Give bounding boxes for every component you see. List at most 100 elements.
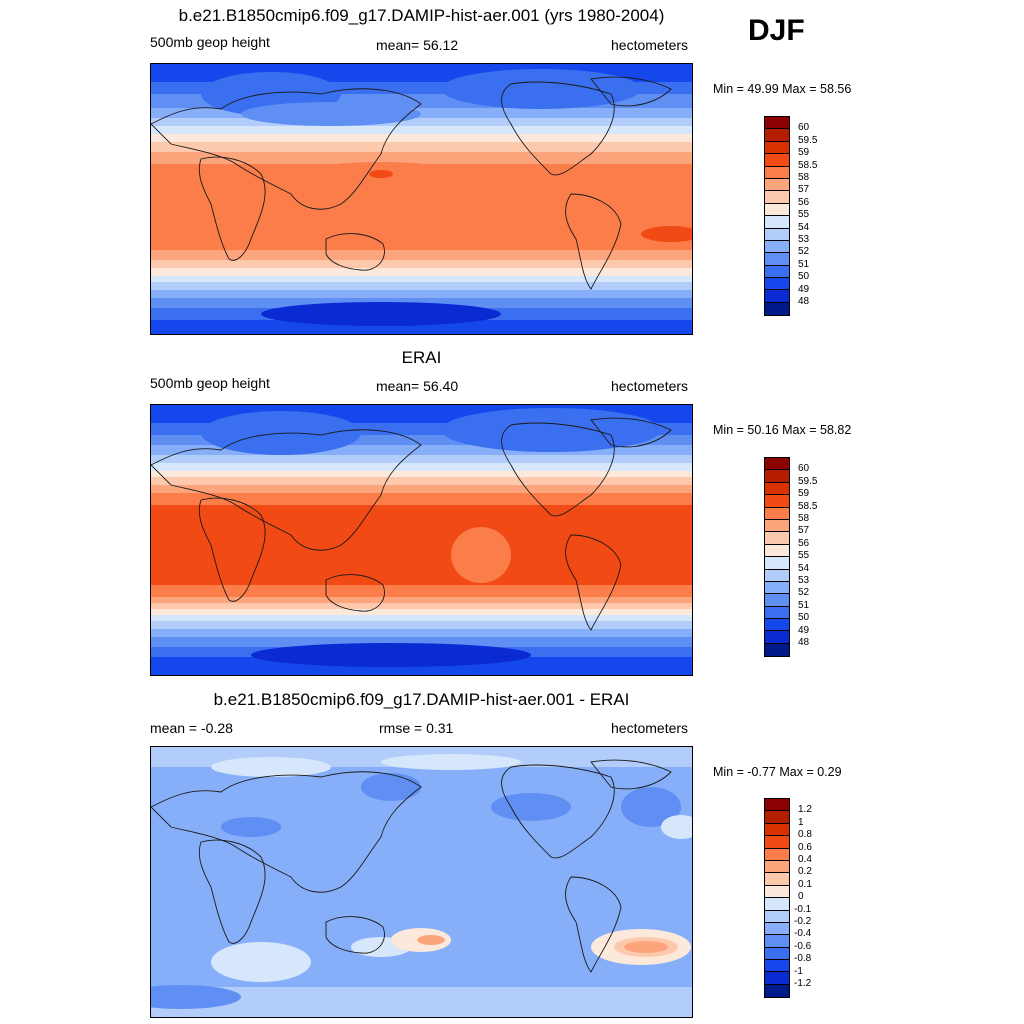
colorbar-swatch — [765, 569, 789, 582]
coastline — [565, 193, 622, 290]
colorbar-tick-label: -1 — [794, 965, 803, 977]
contour-band — [151, 250, 692, 260]
colorbar-tick-label: -0.1 — [794, 903, 812, 915]
panel-2-minmax: Min = 50.16 Max = 58.82 — [713, 423, 852, 437]
colorbar-swatch — [765, 240, 789, 254]
colorbar-swatch — [765, 631, 789, 644]
contour-band — [151, 463, 692, 471]
contour-band — [151, 290, 692, 298]
colorbar-swatch — [765, 935, 789, 948]
panel-2-mean-label: mean= 56.40 — [376, 378, 459, 394]
colorbar-swatch — [765, 972, 789, 985]
contour-region — [261, 302, 501, 326]
colorbar-tick-label: 51 — [798, 258, 810, 270]
colorbar-swatch — [765, 482, 789, 496]
contour-region — [661, 815, 692, 839]
colorbar-swatch — [765, 228, 789, 241]
colorbar-tick-label: -0.4 — [794, 928, 812, 940]
coastline — [501, 422, 615, 517]
colorbar-swatch — [765, 799, 789, 812]
contour-region — [441, 69, 641, 109]
colorbar-tick-label: 50 — [798, 271, 810, 283]
colorbar-swatch — [765, 129, 789, 142]
panel-3-mean-label: mean = -0.28 — [150, 720, 233, 736]
colorbar-swatch — [765, 544, 789, 558]
colorbar-tick-label: 55 — [798, 209, 810, 221]
colorbar-swatch — [765, 290, 789, 303]
panel-3-rmse-label: rmse = 0.31 — [379, 720, 454, 736]
colorbar-tick-label: -0.2 — [794, 916, 812, 927]
contour-band — [151, 445, 692, 455]
contour-region — [151, 985, 241, 1009]
panel-3-map — [150, 746, 693, 1018]
colorbar-swatch — [765, 848, 789, 861]
colorbar-tick-label: 59.5 — [798, 475, 818, 487]
colorbar-swatch — [765, 532, 789, 545]
contour-band — [151, 597, 692, 603]
contour-region — [251, 643, 531, 667]
coastline — [501, 81, 615, 176]
coastline — [590, 759, 672, 790]
coastline — [325, 916, 385, 954]
contour-band — [151, 435, 692, 445]
colorbar-tick-label: 54 — [798, 562, 810, 574]
contour-band — [151, 108, 692, 118]
panel-1-minmax: Min = 49.99 Max = 58.56 — [713, 82, 852, 96]
contour-band — [151, 320, 692, 334]
colorbar-tick-label: 59.5 — [798, 134, 818, 146]
contour-band — [151, 152, 692, 164]
contour-region — [211, 942, 311, 982]
panel-3-colorbar — [764, 798, 790, 999]
contour-region — [369, 170, 393, 178]
coastline — [325, 574, 385, 612]
colorbar-swatch — [765, 557, 789, 570]
panel-1-colorbar — [764, 116, 790, 317]
coastline — [198, 839, 266, 944]
coastline — [151, 88, 422, 210]
colorbar-tick-label: 0.2 — [798, 866, 812, 878]
colorbar-swatch — [765, 619, 789, 632]
colorbar-tick-label: -1.2 — [794, 978, 812, 989]
colorbar-swatch — [765, 606, 789, 620]
colorbar-swatch — [765, 922, 789, 936]
contour-band — [151, 505, 692, 585]
contour-band — [151, 260, 692, 268]
contour-band — [151, 471, 692, 477]
colorbar-tick-label: 1 — [798, 816, 804, 828]
colorbar-swatch — [765, 178, 789, 192]
coastline — [590, 76, 672, 107]
coastline — [325, 233, 385, 271]
colorbar-swatch — [765, 507, 789, 520]
colorbar-tick-label: 53 — [798, 234, 810, 245]
panel-3-units-label: hectometers — [611, 720, 689, 736]
colorbar-tick-label: 59 — [798, 147, 810, 159]
contour-band — [151, 282, 692, 290]
contour-band — [151, 126, 692, 134]
colorbar-swatch — [765, 166, 789, 179]
coastline — [151, 771, 422, 893]
colorbar-swatch — [765, 470, 789, 483]
colorbar-tick-label: 50 — [798, 612, 810, 624]
colorbar-swatch — [765, 141, 789, 155]
contour-region — [621, 787, 681, 827]
contour-band — [151, 493, 692, 505]
colorbar-swatch — [765, 594, 789, 607]
panel-1-units-label: hectometers — [611, 37, 689, 53]
colorbar-tick-label: 58 — [798, 172, 810, 183]
colorbar-swatch — [765, 860, 789, 874]
colorbar-tick-label: 59 — [798, 488, 810, 500]
contour-band — [151, 485, 692, 493]
colorbar-swatch — [765, 581, 789, 595]
colorbar-swatch — [765, 910, 789, 923]
colorbar-tick-label: 53 — [798, 575, 810, 586]
contour-band — [151, 609, 692, 615]
colorbar-swatch — [765, 836, 789, 849]
contour-region — [211, 757, 331, 777]
colorbar-tick-label: 56 — [798, 196, 810, 208]
colorbar-swatch — [765, 154, 789, 167]
coastline — [590, 417, 672, 448]
colorbar-tick-label: 0.8 — [798, 829, 812, 841]
colorbar-swatch — [765, 643, 789, 657]
colorbar-tick-label: 49 — [798, 283, 810, 295]
colorbar-tick-label: 0.4 — [798, 854, 812, 865]
